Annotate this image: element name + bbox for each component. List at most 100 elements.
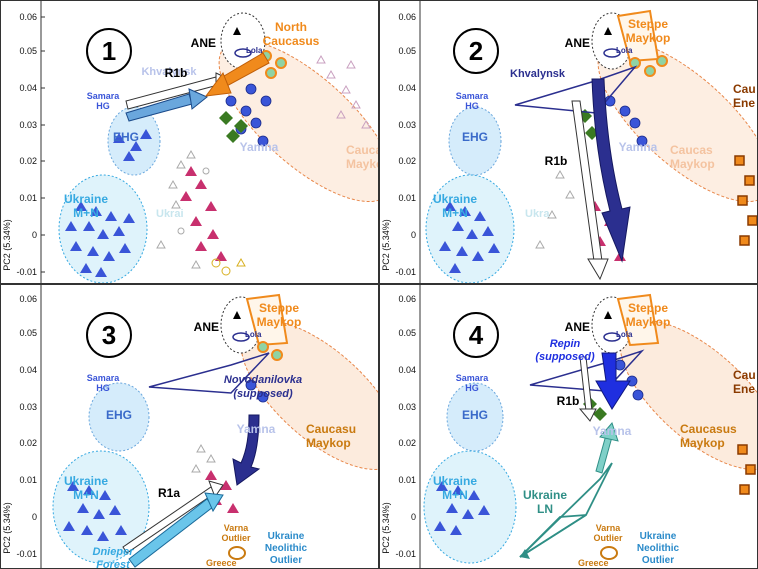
yamna-label: Yamna bbox=[240, 140, 279, 154]
repin-arrow bbox=[595, 352, 631, 410]
blue-circles bbox=[225, 83, 272, 147]
caucasus-maykop-label: Maykop bbox=[670, 157, 715, 171]
steppe-label: Steppe bbox=[628, 17, 668, 31]
ytick-label: 0 bbox=[411, 230, 416, 240]
samara-label: HG bbox=[96, 101, 110, 111]
ane-label: ANE bbox=[565, 36, 590, 50]
ytick-label: 0 bbox=[32, 512, 37, 522]
steppe-label: Maykop bbox=[626, 31, 671, 45]
ehg-label: EHG bbox=[113, 130, 139, 144]
grey-background-markers bbox=[156, 149, 210, 269]
steppe-region bbox=[245, 293, 289, 347]
y-axis-label-strip: PC2 (5.34%) PC2 (5.34%) bbox=[2, 219, 12, 554]
caucasus-maykop-label: Maykop bbox=[346, 157, 379, 171]
ytick-label: 0.06 bbox=[19, 12, 37, 22]
ukraine-neolithic-label: Outlier bbox=[270, 555, 302, 566]
novodanilovka-label: (supposed) bbox=[233, 388, 293, 400]
panel-number: 3 bbox=[102, 320, 116, 350]
ytick-label: 0.04 bbox=[19, 365, 37, 375]
ehg-label: EHG bbox=[462, 130, 488, 144]
ytick-label: 0.03 bbox=[19, 120, 37, 130]
samara-arrow bbox=[125, 88, 208, 122]
steppe-region bbox=[616, 293, 660, 347]
ytick-label: -0.01 bbox=[395, 267, 416, 277]
y-axis: 0.06 0.05 0.04 0.03 0.02 0.01 0 -0.01 bbox=[395, 1, 421, 283]
ytick-label: 0.03 bbox=[19, 402, 37, 412]
caucasus-ene-label: Cau bbox=[733, 82, 756, 96]
ytick-label: 0.04 bbox=[398, 365, 416, 375]
ukraine-faded-label: Ukra bbox=[525, 208, 550, 220]
lola-label: Lola bbox=[616, 330, 633, 339]
panel-number: 4 bbox=[469, 320, 484, 350]
lola-label: Lola bbox=[246, 46, 263, 55]
ukraine-blue-triangles bbox=[63, 481, 127, 541]
panel-number-badge bbox=[453, 28, 499, 74]
greece-label: Greece bbox=[206, 558, 237, 568]
r1b-arrow bbox=[578, 356, 597, 422]
ytick-label: 0.05 bbox=[398, 328, 416, 338]
steppe-label: Steppe bbox=[628, 301, 668, 315]
varna-label: Varna bbox=[596, 523, 622, 533]
ytick-label: -0.01 bbox=[395, 549, 416, 559]
lola-label: Lola bbox=[245, 330, 262, 339]
steppe-label: Maykop bbox=[257, 315, 302, 329]
novodanilovka-label: Novodanilovka bbox=[224, 374, 302, 386]
ytick-label: 0.05 bbox=[19, 46, 37, 56]
orange-squares bbox=[734, 155, 757, 246]
novodanilovka-arrow bbox=[232, 414, 261, 486]
y-axis-label-strip: PC2 (5.34%) PC2 (5.34%) bbox=[381, 219, 391, 554]
ytick-label: 0.01 bbox=[19, 475, 37, 485]
ytick-label: 0.01 bbox=[19, 193, 37, 203]
panel-3: 0.06 0.05 0.04 0.03 0.02 0.01 0 -0.01 bbox=[0, 284, 379, 569]
samara-label: Samara bbox=[87, 373, 121, 383]
ane-label: ANE bbox=[194, 320, 219, 334]
steppe-label: Steppe bbox=[259, 301, 299, 315]
ukraine-neolithic-label: Ukraine bbox=[268, 531, 305, 542]
ytick-label: 0.01 bbox=[398, 475, 416, 485]
ane-cluster bbox=[220, 12, 266, 70]
blue-main-arrow bbox=[591, 78, 631, 263]
ytick-label: 0 bbox=[411, 512, 416, 522]
dnieper-label: Dnieper bbox=[93, 546, 135, 558]
samara-label: Samara bbox=[87, 91, 121, 101]
grey-background-markers bbox=[191, 443, 216, 473]
lola-label: Lola bbox=[616, 46, 633, 55]
samara-label: Samara bbox=[456, 373, 490, 383]
caucasus-arrow bbox=[204, 52, 270, 97]
r1b-label: R1b bbox=[165, 66, 188, 80]
ytick-label: -0.01 bbox=[16, 549, 37, 559]
ytick-label: 0.02 bbox=[398, 438, 416, 448]
caucasus-maykop-label: Caucas bbox=[346, 143, 379, 157]
steppe-circles bbox=[629, 55, 668, 77]
y-axis: 0.06 0.05 0.04 0.03 0.02 0.01 0 -0.01 bbox=[16, 1, 45, 283]
blue-circles bbox=[245, 379, 269, 403]
ukraine-mn-label: Ukraine bbox=[64, 474, 108, 488]
ukraine-ln-label: Ukraine bbox=[523, 488, 567, 502]
ukraine-mn-label: M+N bbox=[442, 488, 468, 502]
ytick-label: 0.01 bbox=[398, 193, 416, 203]
repin-label: Repin bbox=[550, 338, 581, 350]
caucasus-ene-label: Cau bbox=[733, 368, 756, 382]
dnieper-arrow bbox=[128, 492, 224, 568]
y-axis: 0.06 0.05 0.04 0.03 0.02 0.01 0 -0.01 bbox=[16, 285, 42, 568]
r1a-label: R1a bbox=[158, 486, 180, 500]
ukraine-mn-region bbox=[425, 174, 515, 283]
ytick-label: 0.06 bbox=[398, 294, 416, 304]
ytick-label: 0.06 bbox=[19, 294, 37, 304]
y-axis-label: PC2 (5.34%) bbox=[381, 502, 391, 554]
blue-circles bbox=[614, 359, 644, 401]
panel-number-badge bbox=[86, 28, 132, 74]
y-axis-label: PC2 (5.34%) bbox=[2, 219, 12, 271]
ukraine-mn-label: M+N bbox=[442, 206, 468, 220]
ytick-label: 0 bbox=[32, 230, 37, 240]
ukraine-blue-triangles bbox=[439, 201, 500, 273]
ehg-label: EHG bbox=[462, 408, 488, 422]
yellow-markers bbox=[211, 257, 246, 276]
panel-number: 1 bbox=[102, 36, 116, 66]
samara-label: Samara bbox=[456, 91, 490, 101]
caucasus-maykop-label: Caucasu bbox=[306, 422, 356, 436]
ukraine-mn-label: Ukraine bbox=[433, 192, 477, 206]
r1a-arrow bbox=[122, 480, 224, 554]
pink-background-markers bbox=[316, 54, 371, 129]
